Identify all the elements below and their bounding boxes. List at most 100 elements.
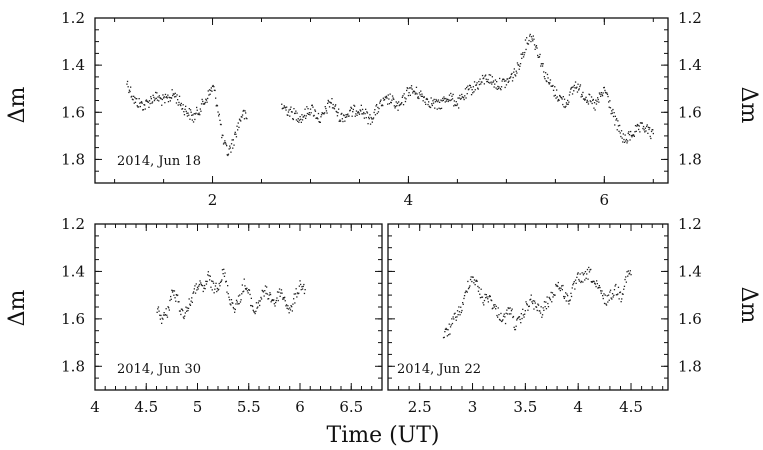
data-point — [627, 140, 629, 142]
data-point — [185, 306, 187, 308]
data-point — [472, 276, 474, 278]
data-point — [451, 95, 453, 97]
data-point — [628, 131, 630, 133]
data-point — [294, 293, 297, 295]
data-point — [326, 112, 328, 114]
x-tick-label: 5 — [193, 398, 203, 416]
data-point — [252, 309, 254, 311]
data-point — [509, 307, 511, 309]
data-point — [522, 56, 525, 58]
data-point — [456, 316, 458, 318]
data-point — [611, 110, 613, 112]
data-point — [478, 83, 481, 86]
data-point — [545, 308, 548, 310]
data-point — [547, 306, 550, 308]
data-point — [453, 313, 455, 315]
data-point — [479, 78, 481, 80]
data-point — [472, 86, 474, 88]
data-point — [377, 111, 380, 113]
data-point — [398, 101, 400, 103]
data-point — [171, 291, 174, 293]
data-point — [239, 119, 241, 121]
data-point — [238, 303, 240, 305]
panel-top-ylabel-right: Δm — [736, 87, 761, 124]
data-point — [356, 114, 358, 116]
data-point — [529, 35, 531, 37]
data-point — [553, 294, 555, 296]
data-point — [128, 91, 130, 94]
data-point — [430, 97, 432, 99]
data-point — [251, 305, 253, 307]
data-point — [159, 318, 161, 320]
data-point — [270, 301, 272, 303]
data-point — [450, 99, 452, 101]
data-point — [202, 285, 204, 287]
data-point — [601, 93, 603, 96]
data-point — [380, 99, 382, 101]
data-point — [424, 101, 426, 103]
data-point — [289, 307, 291, 309]
data-point — [590, 268, 592, 271]
data-point — [196, 289, 198, 291]
data-point — [479, 293, 481, 295]
data-point — [452, 93, 454, 96]
data-point — [561, 285, 563, 287]
data-point — [584, 98, 586, 100]
data-point — [421, 95, 424, 97]
data-point — [344, 120, 346, 122]
data-point — [207, 274, 209, 276]
data-point — [447, 100, 449, 103]
data-point — [280, 292, 282, 294]
data-point — [615, 119, 617, 121]
data-point — [171, 289, 173, 291]
data-point — [371, 118, 373, 120]
data-point — [260, 296, 262, 299]
data-point — [174, 297, 176, 299]
data-point — [155, 97, 157, 99]
data-point — [313, 114, 315, 117]
data-point — [580, 281, 582, 284]
data-point — [569, 91, 571, 93]
data-point — [415, 92, 417, 94]
data-point — [530, 36, 533, 38]
data-point — [578, 280, 581, 282]
data-point — [483, 83, 485, 85]
data-point — [130, 86, 132, 88]
data-point — [578, 278, 580, 281]
data-point — [530, 40, 532, 43]
data-point — [194, 285, 196, 287]
data-point — [581, 95, 583, 97]
data-point — [427, 103, 429, 106]
panel-top-axes: 2 4 6 1.2 1.2 1.4 1.4 1.6 1.6 1.8 1.8 — [61, 9, 702, 209]
data-point — [298, 292, 300, 294]
data-point — [627, 270, 629, 272]
data-point — [616, 118, 618, 120]
data-point — [531, 301, 533, 303]
data-point — [164, 314, 167, 316]
data-point — [551, 301, 553, 303]
data-point — [232, 147, 234, 149]
panel-bottom-right-date-label: 2014, Jun 22 — [397, 362, 481, 377]
data-point — [434, 101, 437, 103]
data-point — [281, 103, 283, 105]
data-point — [570, 292, 572, 294]
data-point — [526, 304, 528, 306]
data-point — [354, 115, 356, 117]
data-point — [166, 96, 168, 98]
data-point — [431, 103, 433, 105]
data-point — [358, 113, 361, 115]
data-point — [554, 94, 556, 96]
data-point — [200, 110, 202, 112]
data-point — [205, 280, 207, 282]
data-point — [470, 94, 473, 96]
data-point — [507, 81, 509, 83]
data-point — [528, 305, 530, 307]
data-point — [518, 64, 520, 66]
data-point — [558, 288, 560, 290]
data-point — [493, 86, 495, 88]
data-point — [604, 91, 607, 94]
y-tick-label-left: 1.6 — [61, 103, 85, 121]
data-point — [466, 86, 468, 89]
data-point — [448, 94, 451, 96]
